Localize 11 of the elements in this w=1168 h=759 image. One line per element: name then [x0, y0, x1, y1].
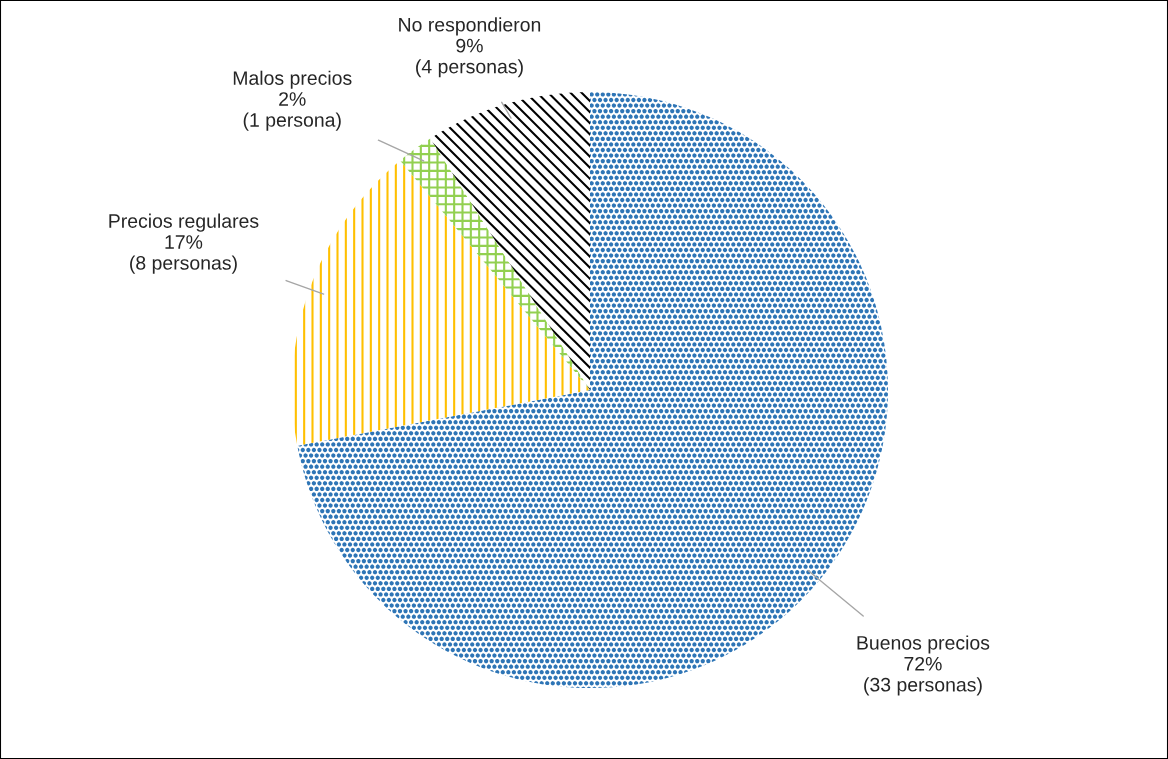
slice-label: Malos precios	[233, 70, 352, 89]
slice-label: Precios regulares	[109, 213, 259, 232]
data-label: 17% (8 personas)	[130, 235, 237, 274]
data-label: 9% (4 personas)	[416, 38, 523, 78]
slice-label: Buenos precios	[857, 635, 990, 654]
data-label: 72% (33 personas)	[864, 656, 982, 696]
pie-slice	[430, 92, 590, 390]
data-label: 2% (1 persona)	[243, 92, 341, 131]
slice-label: No respondieron	[399, 17, 541, 36]
pie-slice	[400, 138, 590, 390]
pie-slice	[292, 160, 590, 446]
